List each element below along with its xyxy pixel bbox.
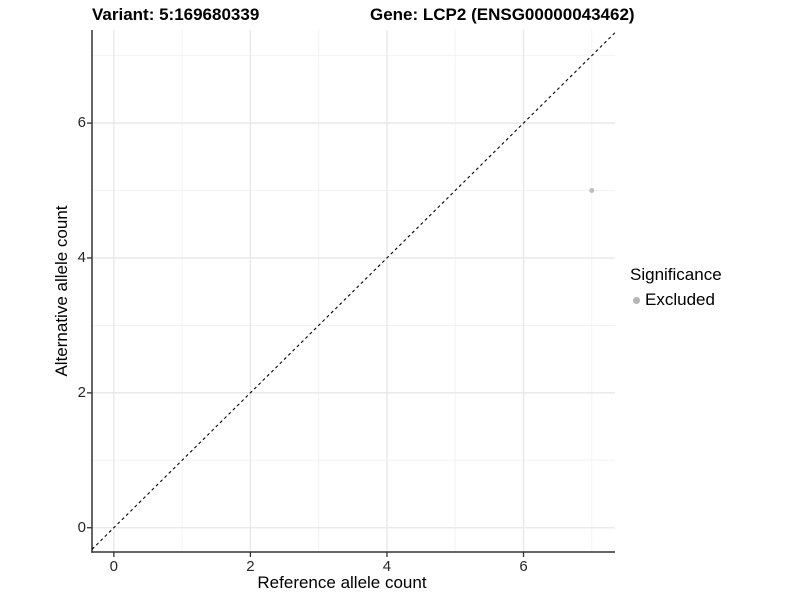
legend-point-icon	[633, 296, 640, 304]
x-tick-label: 0	[109, 558, 119, 575]
x-axis-label: Reference allele count	[257, 573, 427, 592]
y-tick-label: 2	[77, 383, 86, 401]
identity-line	[91, 32, 616, 550]
x-tick-label: 2	[246, 558, 255, 575]
y-tick-label: 4	[77, 248, 86, 266]
data-point	[589, 188, 595, 194]
legend-item-label: Excluded	[645, 290, 715, 309]
y-tick-label: 6	[77, 114, 86, 132]
gene-title: Gene: LCP2 (ENSG00000043462)	[370, 5, 635, 24]
legend-title: Significance	[630, 265, 722, 284]
y-axis-label: Alternative allele count	[52, 205, 71, 377]
x-tick-label: 6	[519, 558, 528, 575]
legend: Significance Excluded	[630, 265, 722, 310]
x-tick-label: 4	[382, 558, 392, 575]
legend-item-excluded: Excluded	[630, 290, 722, 310]
y-tick-label: 0	[77, 518, 86, 536]
variant-title: Variant: 5:169680339	[92, 5, 260, 24]
